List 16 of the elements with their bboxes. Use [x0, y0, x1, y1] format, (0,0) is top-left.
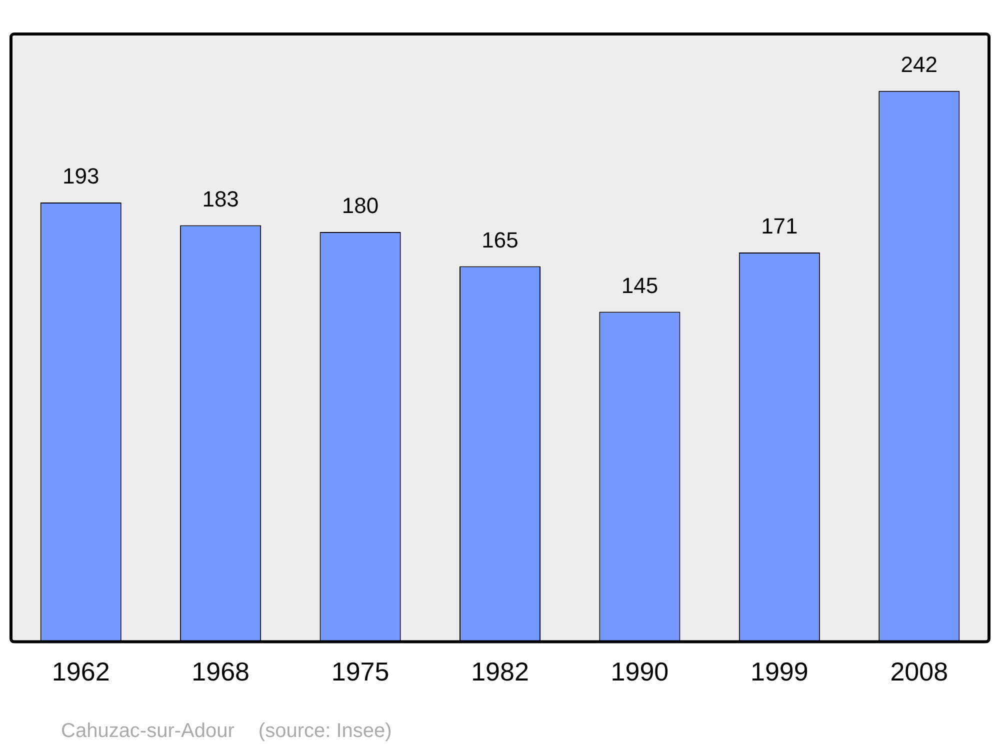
text: (source: Insee): [258, 720, 392, 742]
data-label: 145: [621, 272, 658, 298]
data-label: 180: [342, 193, 379, 218]
x-tick-label: 1990: [610, 656, 669, 687]
data-label: 193: [62, 164, 100, 189]
data-label: 242: [900, 52, 938, 77]
data-label: 171: [761, 214, 798, 239]
x-tick-label: 1968: [192, 656, 250, 687]
x-tick-label: 1982: [471, 656, 529, 687]
data-label: 183: [202, 186, 239, 212]
x-tick-label: 1962: [52, 656, 110, 687]
data-label: 165: [482, 227, 518, 252]
x-tick-label: 1999: [750, 656, 808, 687]
x-tick-label: 2008: [890, 656, 948, 687]
x-tick-label: 1975: [331, 656, 390, 687]
text: Cahuzac-sur-Adour: [61, 720, 235, 742]
